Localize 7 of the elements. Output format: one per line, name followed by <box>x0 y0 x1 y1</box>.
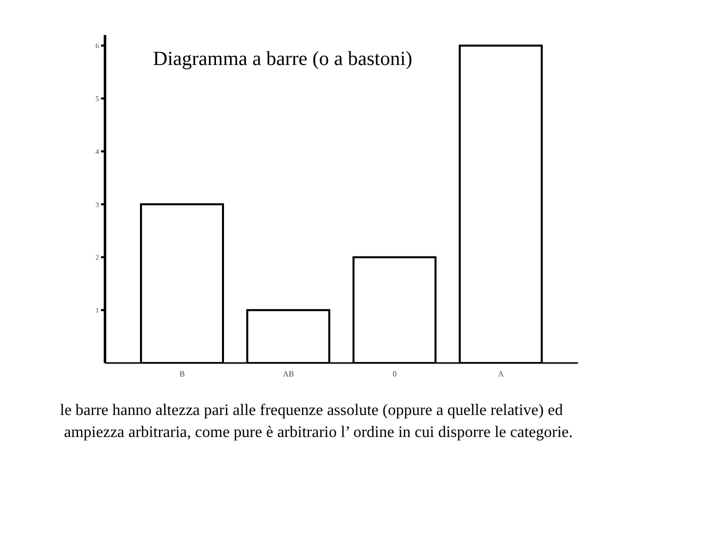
text: Diagramma a barre (o a bastoni) <box>153 48 412 71</box>
x-tick-label: A <box>498 370 504 379</box>
x-tick-label: 0 <box>392 370 397 379</box>
x-tick-label: B <box>179 370 185 379</box>
x-tick-label: AB <box>282 370 294 379</box>
text: ampiezza arbitraria, come pure è arbitrario l’ ordine in cui disporre le categorie. <box>63 423 573 443</box>
text: le barre hanno altezza pari alle frequenze assolute (oppure a quelle relative) ed <box>60 401 564 421</box>
